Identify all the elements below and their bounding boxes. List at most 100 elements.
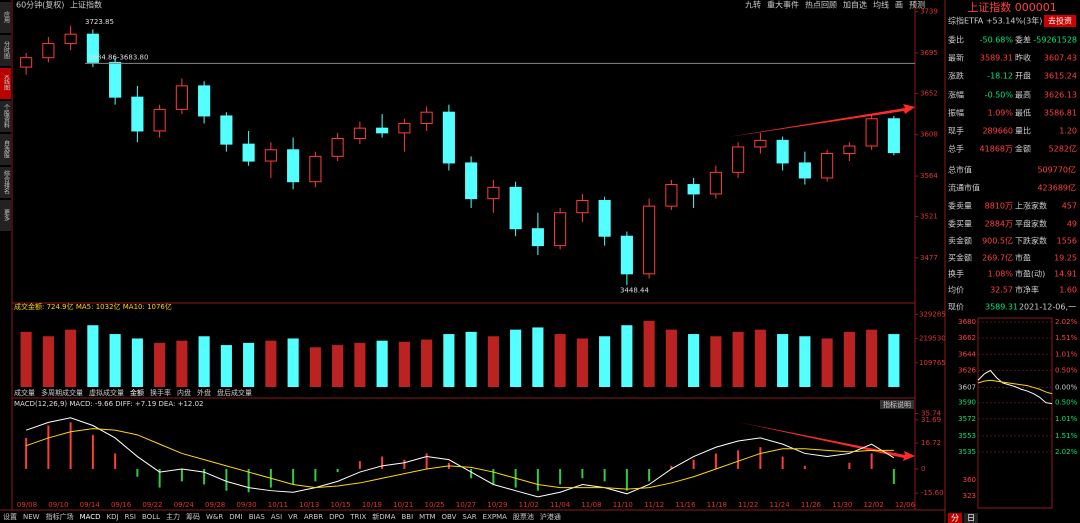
side-label[interactable]: K线图: [3, 75, 10, 92]
tool[interactable]: 画: [895, 1, 903, 10]
side-label[interactable]: 分时图: [3, 40, 10, 60]
period-tab[interactable]: [964, 513, 978, 523]
annotation: 3723.85: [85, 18, 114, 26]
quote-label: 平盘家数: [1015, 219, 1047, 229]
volume-tab[interactable]: 内盘: [177, 388, 191, 397]
volume-bar: [42, 336, 54, 387]
side-tab[interactable]: [0, 101, 11, 132]
volume-tab[interactable]: 金额: [130, 388, 144, 397]
quote-value: 5282亿: [1049, 144, 1077, 154]
volume-tab[interactable]: 换手率: [150, 388, 171, 397]
indicator-tab[interactable]: 筹码: [186, 512, 200, 521]
indicator-tab[interactable]: BBI: [401, 513, 413, 521]
candle-body: [732, 146, 745, 173]
side-tab[interactable]: [0, 35, 11, 66]
y-tick-label: 3477: [920, 254, 938, 262]
indicator-tab[interactable]: BOLL: [142, 513, 160, 521]
tool[interactable]: 九转: [745, 0, 761, 10]
volume-bar: [866, 329, 878, 387]
intraday-tick: 3572: [958, 415, 976, 423]
indicator-tab[interactable]: ARBR: [304, 513, 323, 521]
side-label[interactable]: 综合排名: [3, 169, 10, 195]
intraday-vol-tick: 360: [963, 476, 976, 484]
volume-bar: [599, 336, 611, 387]
tool[interactable]: 加自选: [843, 0, 867, 10]
side-tab[interactable]: [0, 2, 11, 33]
candle-body: [843, 145, 856, 155]
side-tab[interactable]: [0, 68, 11, 99]
candle-body: [687, 184, 700, 195]
volume-tab[interactable]: 虚拟成交量: [89, 388, 124, 397]
indicator-tab[interactable]: RSI: [125, 513, 136, 521]
volume-bar: [821, 338, 833, 387]
indicator-tab[interactable]: MTM: [419, 513, 435, 521]
tool[interactable]: 热点回顾: [805, 0, 837, 10]
volume-tab[interactable]: 盘后成交量: [217, 388, 252, 397]
intraday-tick: 3644: [958, 350, 976, 358]
annotation: 3448.44: [620, 287, 649, 295]
indicator-tab[interactable]: EXPMA: [483, 513, 507, 521]
indicator-tab[interactable]: MACD: [80, 513, 101, 521]
volume-bar: [332, 345, 344, 387]
intraday-frame: [977, 317, 1053, 509]
volume-bar: [220, 345, 232, 387]
tool[interactable]: 预测: [909, 0, 925, 10]
side-tab[interactable]: [0, 200, 11, 231]
period-label[interactable]: 分: [951, 514, 959, 523]
candle-body: [598, 200, 611, 237]
period-label[interactable]: 日: [967, 514, 975, 523]
y-tick-label: 109765: [919, 359, 946, 367]
side-label[interactable]: 应用: [3, 10, 10, 24]
candle-body: [509, 186, 522, 230]
indicator-tab[interactable]: ASI: [271, 513, 282, 521]
invest-label[interactable]: 去投资: [1048, 16, 1072, 26]
quote-value: 1.09%: [988, 109, 1014, 118]
y-tick-label: 0: [921, 465, 925, 473]
indicator-tab[interactable]: NEW: [23, 513, 40, 521]
quote-value: 3589.31: [980, 54, 1013, 63]
indicator-tab[interactable]: W&R: [206, 513, 223, 521]
volume-bar: [754, 329, 766, 387]
side-tab[interactable]: [0, 134, 11, 165]
indicator-tab[interactable]: 指标广场: [46, 512, 74, 521]
indicator-tab[interactable]: KDJ: [107, 513, 119, 521]
indicator-tab[interactable]: DPO: [329, 513, 345, 521]
volume-tab[interactable]: 外盘: [197, 388, 211, 397]
indicator-tab[interactable]: BIAS: [249, 513, 266, 521]
side-label[interactable]: 更多: [3, 209, 10, 222]
candle-body: [821, 153, 834, 179]
now-label: 现价: [948, 303, 964, 312]
tool[interactable]: 重大事件: [767, 0, 799, 10]
x-tick-label: 12/06: [895, 501, 916, 509]
intraday-tick: 3626: [958, 366, 976, 374]
indicator-tab[interactable]: SAR: [462, 513, 476, 521]
x-tick-label: 11/10: [613, 501, 633, 509]
help-label[interactable]: 指标说明: [883, 400, 911, 409]
indicator-tab[interactable]: 股票池: [513, 512, 534, 521]
volume-tab[interactable]: 多周期成交量: [41, 388, 83, 397]
indicator-tab[interactable]: 沪港通: [540, 512, 561, 521]
indicator-tab[interactable]: VR: [288, 513, 298, 521]
indicator-tab[interactable]: TRIX: [349, 513, 366, 521]
volume-bar: [576, 338, 588, 387]
period: 60分钟(复权): [16, 0, 64, 10]
x-tick-label: 11/24: [769, 501, 790, 509]
volume-tab[interactable]: 成交量: [14, 388, 35, 397]
side-label[interactable]: 自选股: [3, 139, 10, 159]
side-label[interactable]: 个股资料: [3, 104, 10, 129]
indicator-tab[interactable]: DMI: [229, 513, 243, 521]
invest-button[interactable]: [1044, 15, 1076, 27]
period-tab[interactable]: [948, 513, 962, 523]
help-button[interactable]: [880, 400, 914, 409]
quote-label: 委买量: [948, 219, 972, 229]
indicator-tab[interactable]: 设置: [3, 512, 17, 521]
indicator-tab[interactable]: 主力: [166, 512, 180, 521]
intraday-price: [977, 369, 1053, 405]
indicator-tab[interactable]: OBV: [442, 513, 457, 521]
side-tab[interactable]: [0, 167, 11, 198]
indicator-tab[interactable]: 新DMA: [372, 512, 395, 521]
y-tick-label: 219530: [919, 335, 946, 343]
tool[interactable]: 均线: [873, 0, 889, 10]
volume-bar: [665, 329, 677, 387]
quote-label: 上涨家数: [1015, 201, 1047, 211]
